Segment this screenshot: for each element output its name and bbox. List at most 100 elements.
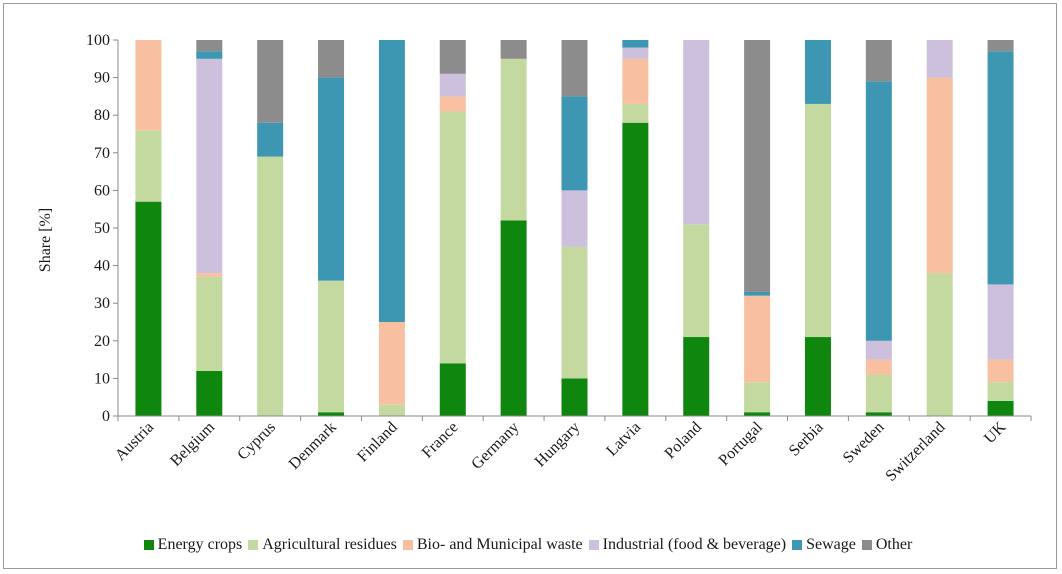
bar-segment (500, 220, 527, 416)
legend: Energy crops Agricultural residues Bio- an… (0, 536, 1062, 554)
bar-segment (683, 337, 710, 416)
bar-segment (987, 400, 1014, 416)
bar-segment (744, 412, 771, 416)
bar-segment (378, 404, 405, 416)
bar-segment (622, 103, 649, 123)
bar-segment (135, 40, 162, 131)
bar-segment (439, 96, 466, 112)
bar-segment (622, 40, 649, 48)
category-label: Hungary (532, 419, 584, 471)
legend-swatch (402, 540, 413, 550)
y-tick-label: 30 (94, 295, 110, 312)
bar-segment (561, 378, 588, 416)
legend-label: Bio- and Municipal waste (416, 536, 583, 553)
bar-segment (926, 40, 953, 78)
y-axis-label: Share [%] (37, 208, 54, 272)
bar-segment (257, 40, 284, 123)
category-label: Belgium (167, 418, 218, 469)
bar-segment (987, 51, 1014, 285)
y-tick-label: 80 (94, 107, 110, 124)
bar-segment (196, 370, 223, 416)
legend-swatch (143, 540, 154, 550)
bar-segment (987, 359, 1014, 383)
category-label: Poland (662, 419, 705, 462)
legend-label: Agricultural residues (262, 536, 397, 553)
category-label: Serbia (786, 419, 827, 460)
legend-item: Agricultural residues (248, 536, 397, 554)
bar-segment (318, 412, 345, 416)
legend-swatch (792, 540, 803, 550)
bar-segment (865, 374, 892, 413)
bar-segment (865, 412, 892, 416)
legend-item: Other (861, 536, 913, 554)
bar-segment (500, 40, 527, 59)
bar-segment (744, 291, 771, 296)
bar-segment (196, 58, 223, 274)
bar-segment (987, 284, 1014, 360)
bar-segment (683, 224, 710, 338)
bar-segment (683, 40, 710, 225)
bar-segment (926, 77, 953, 274)
y-tick-label: 100 (86, 32, 110, 49)
bar-segment (318, 40, 345, 78)
bar-segment (926, 273, 953, 416)
bar-segment (987, 382, 1014, 401)
bar-segment (439, 73, 466, 97)
bar-segment (318, 280, 345, 413)
bar-segment (622, 47, 649, 59)
bar-segment (622, 58, 649, 104)
bar-segment (196, 40, 223, 52)
bar-segment (135, 201, 162, 416)
bar-segment (561, 96, 588, 191)
bar-segment (744, 382, 771, 413)
legend-swatch (248, 540, 259, 550)
legend-item: Energy crops (143, 536, 243, 554)
category-label: Denmark (286, 419, 340, 473)
legend-label: Industrial (food & beverage) (602, 536, 787, 553)
bar-segment (804, 40, 831, 104)
category-label: Austria (112, 419, 157, 464)
category-label: Finland (354, 419, 401, 466)
bar-segment (439, 111, 466, 364)
y-tick-label: 90 (94, 70, 110, 87)
legend-item: Sewage (792, 536, 856, 554)
bar-segment (987, 40, 1014, 52)
legend-label: Other (875, 536, 913, 553)
y-tick-label: 10 (94, 370, 110, 387)
bar-segment (804, 103, 831, 338)
bar-segment (196, 273, 223, 277)
category-label: Germany (468, 419, 522, 473)
bar-segment (804, 337, 831, 416)
y-tick-label: 70 (94, 145, 110, 162)
bar-segment (318, 77, 345, 281)
category-label: Switzerland (882, 419, 948, 485)
bar-segment (257, 156, 284, 416)
y-tick-label: 60 (94, 182, 110, 199)
legend-swatch (588, 540, 599, 550)
category-label: France (419, 419, 462, 462)
bar-segment (561, 40, 588, 97)
legend-swatch (861, 540, 872, 550)
plot-area: 0 10 20 30 40 50 60 70 80 90 100 Austria Belgium Cypr… (86, 32, 1032, 485)
y-tick-label: 20 (94, 333, 110, 350)
y-tick-label: 40 (94, 258, 110, 275)
bar-segment (865, 40, 892, 82)
category-label: Latvia (603, 419, 644, 460)
bar-segment (865, 81, 892, 341)
category-label: UK (981, 418, 1010, 447)
bar-segment (622, 122, 649, 416)
bar-segment (378, 40, 405, 322)
bar-segment (865, 359, 892, 375)
category-label: Sweden (840, 419, 888, 467)
bar-segment (439, 363, 466, 416)
bar-segment (135, 130, 162, 202)
legend-label: Energy crops (157, 536, 243, 553)
y-tick-label: 0 (102, 408, 110, 425)
bar-segment (196, 276, 223, 371)
bar-segment (257, 122, 284, 157)
bar-segment (561, 246, 588, 379)
bar-segment (744, 295, 771, 383)
bar-segment (744, 40, 771, 292)
bar-segment (561, 190, 588, 247)
